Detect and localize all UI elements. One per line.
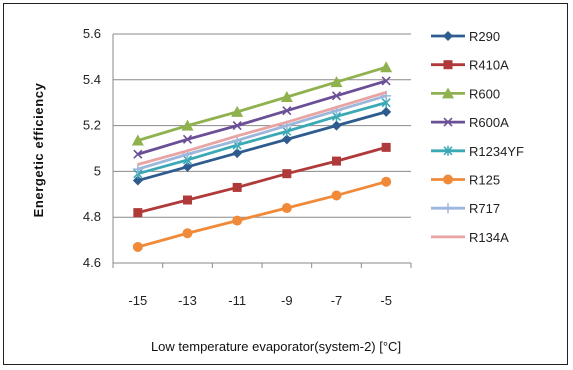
data-point-r410a <box>282 169 292 179</box>
data-point-r125 <box>281 203 292 214</box>
y-tick-label: 4.8 <box>83 209 101 224</box>
series-r134a <box>137 91 387 166</box>
data-point-r600a <box>182 134 193 144</box>
legend-marker-r125 <box>443 174 453 185</box>
marker-stroke <box>443 117 453 127</box>
series-line-r600a <box>137 79 387 156</box>
marker-stroke <box>331 91 342 101</box>
x-axis-title: Low temperature evaporator(system-2) [°C… <box>151 339 401 354</box>
data-point-r717 <box>132 164 143 175</box>
legend-label-r290: R290 <box>469 29 500 44</box>
data-point-r290 <box>281 134 292 145</box>
legend-marker-r717 <box>443 203 453 214</box>
data-point-r410a <box>133 208 143 218</box>
data-point-r600a <box>381 76 391 86</box>
y-tick-label: 5 <box>94 163 101 178</box>
x-tick-label: -9 <box>281 293 293 308</box>
data-point-r600 <box>280 90 293 102</box>
legend-item-r125: R125 <box>431 173 500 188</box>
data-point-r600 <box>330 76 343 88</box>
marker-stroke <box>133 149 143 159</box>
data-point-r410a <box>232 182 242 192</box>
legend-marker-r600 <box>442 87 454 99</box>
legend-item-r600a: R600A <box>431 115 509 130</box>
data-point-r290 <box>182 161 193 172</box>
legend-marker-r1234yf <box>443 145 453 156</box>
x-tick-label: -11 <box>228 293 246 308</box>
legend-item-r410a: R410A <box>431 58 509 73</box>
data-point-r125 <box>132 241 143 252</box>
legend-label-r717: R717 <box>469 201 500 216</box>
legend-marker-r600a <box>443 117 453 127</box>
legend-marker-r290 <box>443 31 453 41</box>
legend-label-r600: R600 <box>469 86 500 101</box>
legend-label-r600a: R600A <box>469 115 509 130</box>
data-point-r410a <box>332 156 341 166</box>
series-r600 <box>131 61 393 146</box>
series-line-r134a <box>137 91 387 166</box>
data-point-r125 <box>381 176 392 187</box>
data-point-r290 <box>381 106 392 117</box>
marker-stroke <box>282 106 292 116</box>
y-tick-label: 5.6 <box>83 26 101 41</box>
series-line-r410a <box>137 146 387 214</box>
data-point-r600 <box>181 119 194 131</box>
legend-label-r410a: R410A <box>469 58 509 73</box>
data-point-r600a <box>331 91 342 101</box>
x-tick-label: -5 <box>380 293 392 308</box>
data-point-r290 <box>132 175 143 186</box>
axes <box>112 34 412 268</box>
series-line-r125 <box>137 180 387 249</box>
legend: R290 R410A R600 R600A R1234YF R125 R717 R134A <box>431 29 524 245</box>
legend-item-r1234yf: R1234YF <box>431 144 524 159</box>
marker-stroke <box>381 76 391 86</box>
legend-item-r600: R600 <box>431 86 500 101</box>
data-point-r600a <box>232 121 242 131</box>
data-point-r290 <box>232 148 243 159</box>
y-tick-label: 5.2 <box>83 118 101 133</box>
x-tick-labels: -15 -13 -11 -9 -7 -5 <box>128 293 392 308</box>
data-point-r125 <box>182 228 193 239</box>
marker-stroke <box>232 121 242 131</box>
legend-item-r134a: R134A <box>431 230 509 245</box>
data-point-r290 <box>331 120 342 131</box>
data-point-r410a <box>381 142 391 152</box>
series-r410a <box>133 142 391 218</box>
y-tick-labels: 4.6 4.8 5 5.2 5.4 5.6 <box>83 26 101 270</box>
x-tick-label: -15 <box>128 293 147 308</box>
series-r290 <box>132 106 392 186</box>
x-tick-label: -13 <box>178 293 197 308</box>
legend-marker-r410a <box>443 60 453 70</box>
series-line-r600 <box>137 65 387 142</box>
legend-item-r290: R290 <box>431 29 500 44</box>
data-point-r600a <box>282 106 292 116</box>
data-point-r410a <box>183 195 192 205</box>
series-r1234yf <box>133 97 391 179</box>
data-point-r600 <box>131 134 144 146</box>
marker-stroke <box>182 134 193 144</box>
x-tick-label: -7 <box>331 293 343 308</box>
series-r125 <box>132 176 392 252</box>
legend-label-r125: R125 <box>469 173 500 188</box>
data-point-r125 <box>331 190 342 201</box>
legend-item-r717: R717 <box>431 201 500 216</box>
y-tick-label: 5.4 <box>83 72 101 87</box>
data-point-r600a <box>133 149 143 159</box>
y-tick-label: 4.6 <box>83 255 101 270</box>
series-r600a <box>133 76 391 159</box>
y-axis-title: Energetic efficiency <box>31 82 46 217</box>
data-point-r125 <box>232 215 243 226</box>
data-point-r600 <box>231 105 244 117</box>
series-line-r1234yf <box>137 101 387 176</box>
chart-frame <box>3 3 568 365</box>
legend-label-r1234yf: R1234YF <box>469 144 524 159</box>
series-line-r290 <box>137 110 387 182</box>
series-lines <box>131 61 393 252</box>
data-point-r600 <box>380 61 393 73</box>
series-line-r717 <box>137 94 387 171</box>
legend-label-r134a: R134A <box>469 230 509 245</box>
